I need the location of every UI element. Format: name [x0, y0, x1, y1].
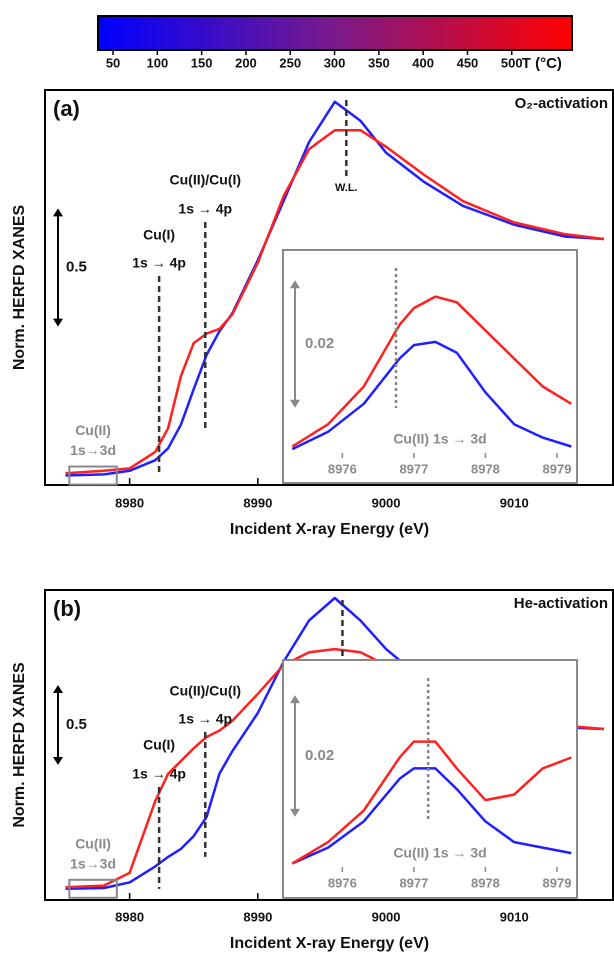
- marker-label: Cu(I): [143, 227, 175, 243]
- marker-label: 1s → 4p: [132, 766, 186, 782]
- y-axis-label: Norm. HERFD XANES: [11, 662, 28, 828]
- x-tick-label: 8990: [243, 495, 272, 510]
- inset-marker-label: Cu(II) 1s → 3d: [393, 845, 486, 861]
- colorbar-tick-label: 400: [412, 55, 434, 70]
- x-tick-label: 9010: [500, 909, 529, 924]
- marker-label: Cu(I): [143, 737, 175, 753]
- inset-scale-bar-label: 0.02: [305, 335, 334, 352]
- marker-label: 1s → 4p: [132, 255, 186, 271]
- frame: [44, 589, 614, 901]
- x-tick-label: 8990: [243, 909, 272, 924]
- inset-bg: [282, 659, 578, 899]
- x-tick-label: 9010: [500, 495, 529, 510]
- x-tick-label: 8980: [115, 909, 144, 924]
- x-axis-label: Incident X-ray Energy (eV): [230, 521, 429, 538]
- marker-label: Cu(II)/Cu(I): [170, 172, 242, 188]
- pre-edge-box: [68, 465, 118, 486]
- curve: [291, 767, 572, 865]
- inset-bg: [282, 249, 578, 484]
- colorbar-tick-label: 500: [501, 55, 523, 70]
- inset-x-tick-label: 8979: [543, 461, 572, 476]
- pre-edge-label: Cu(II): [75, 422, 111, 438]
- x-tick-label: 9000: [372, 495, 401, 510]
- curve: [291, 340, 572, 451]
- marker-label: 1s → 4p: [178, 201, 232, 217]
- x-tick-label: 9000: [372, 909, 401, 924]
- x-tick-label: 8980: [115, 495, 144, 510]
- inset-x-tick-label: 8977: [399, 461, 428, 476]
- pre-edge-label: 1s→3d: [70, 442, 116, 458]
- inset-x-tick-label: 8979: [543, 875, 572, 890]
- marker-label: Cu(II)/Cu(I): [170, 683, 242, 699]
- panel-title: (a): [53, 96, 80, 121]
- scale-bar-label: 0.5: [66, 716, 87, 733]
- inset-x-tick-label: 8978: [471, 875, 500, 890]
- frame: [44, 89, 614, 486]
- curve: [291, 295, 572, 448]
- colorbar-tick-label: 50: [106, 55, 120, 70]
- pre-edge-box: [68, 878, 118, 899]
- colorbar-label: T (°C): [522, 55, 562, 72]
- colorbar-tick-label: 350: [368, 55, 390, 70]
- colorbar-tick-label: 100: [147, 55, 169, 70]
- colorbar: [97, 15, 573, 51]
- panel-title: (b): [53, 596, 81, 621]
- pre-edge-label: Cu(II): [75, 836, 111, 852]
- inset-x-tick-label: 8977: [399, 875, 428, 890]
- marker-label: 1s → 4p: [178, 711, 232, 727]
- panel-subtitle: O₂-activation: [515, 95, 608, 112]
- panel-subtitle: He-activation: [514, 595, 608, 612]
- inset-x-tick-label: 8976: [328, 875, 357, 890]
- inset-plot: [291, 295, 572, 451]
- inset-x-tick-label: 8976: [328, 461, 357, 476]
- inset-x-tick-label: 8978: [471, 461, 500, 476]
- scale-bar-label: 0.5: [66, 258, 87, 275]
- colorbar-tick-label: 300: [324, 55, 346, 70]
- curve: [65, 128, 605, 475]
- inset-marker-label: Cu(II) 1s → 3d: [393, 431, 486, 447]
- pre-edge-label: 1s→3d: [70, 856, 116, 872]
- y-axis-label: Norm. HERFD XANES: [11, 205, 28, 371]
- colorbar-tick-label: 450: [457, 55, 479, 70]
- x-axis-label: Incident X-ray Energy (eV): [230, 935, 429, 952]
- colorbar-tick-label: 150: [191, 55, 213, 70]
- inset-plot: [291, 740, 572, 865]
- colorbar-tick-label: 250: [279, 55, 301, 70]
- curve: [291, 740, 572, 865]
- marker-label: W.L.: [335, 182, 358, 194]
- colorbar-tick-label: 200: [235, 55, 257, 70]
- scale-bar-head: [53, 685, 63, 765]
- inset-scale-bar-label: 0.02: [305, 747, 334, 764]
